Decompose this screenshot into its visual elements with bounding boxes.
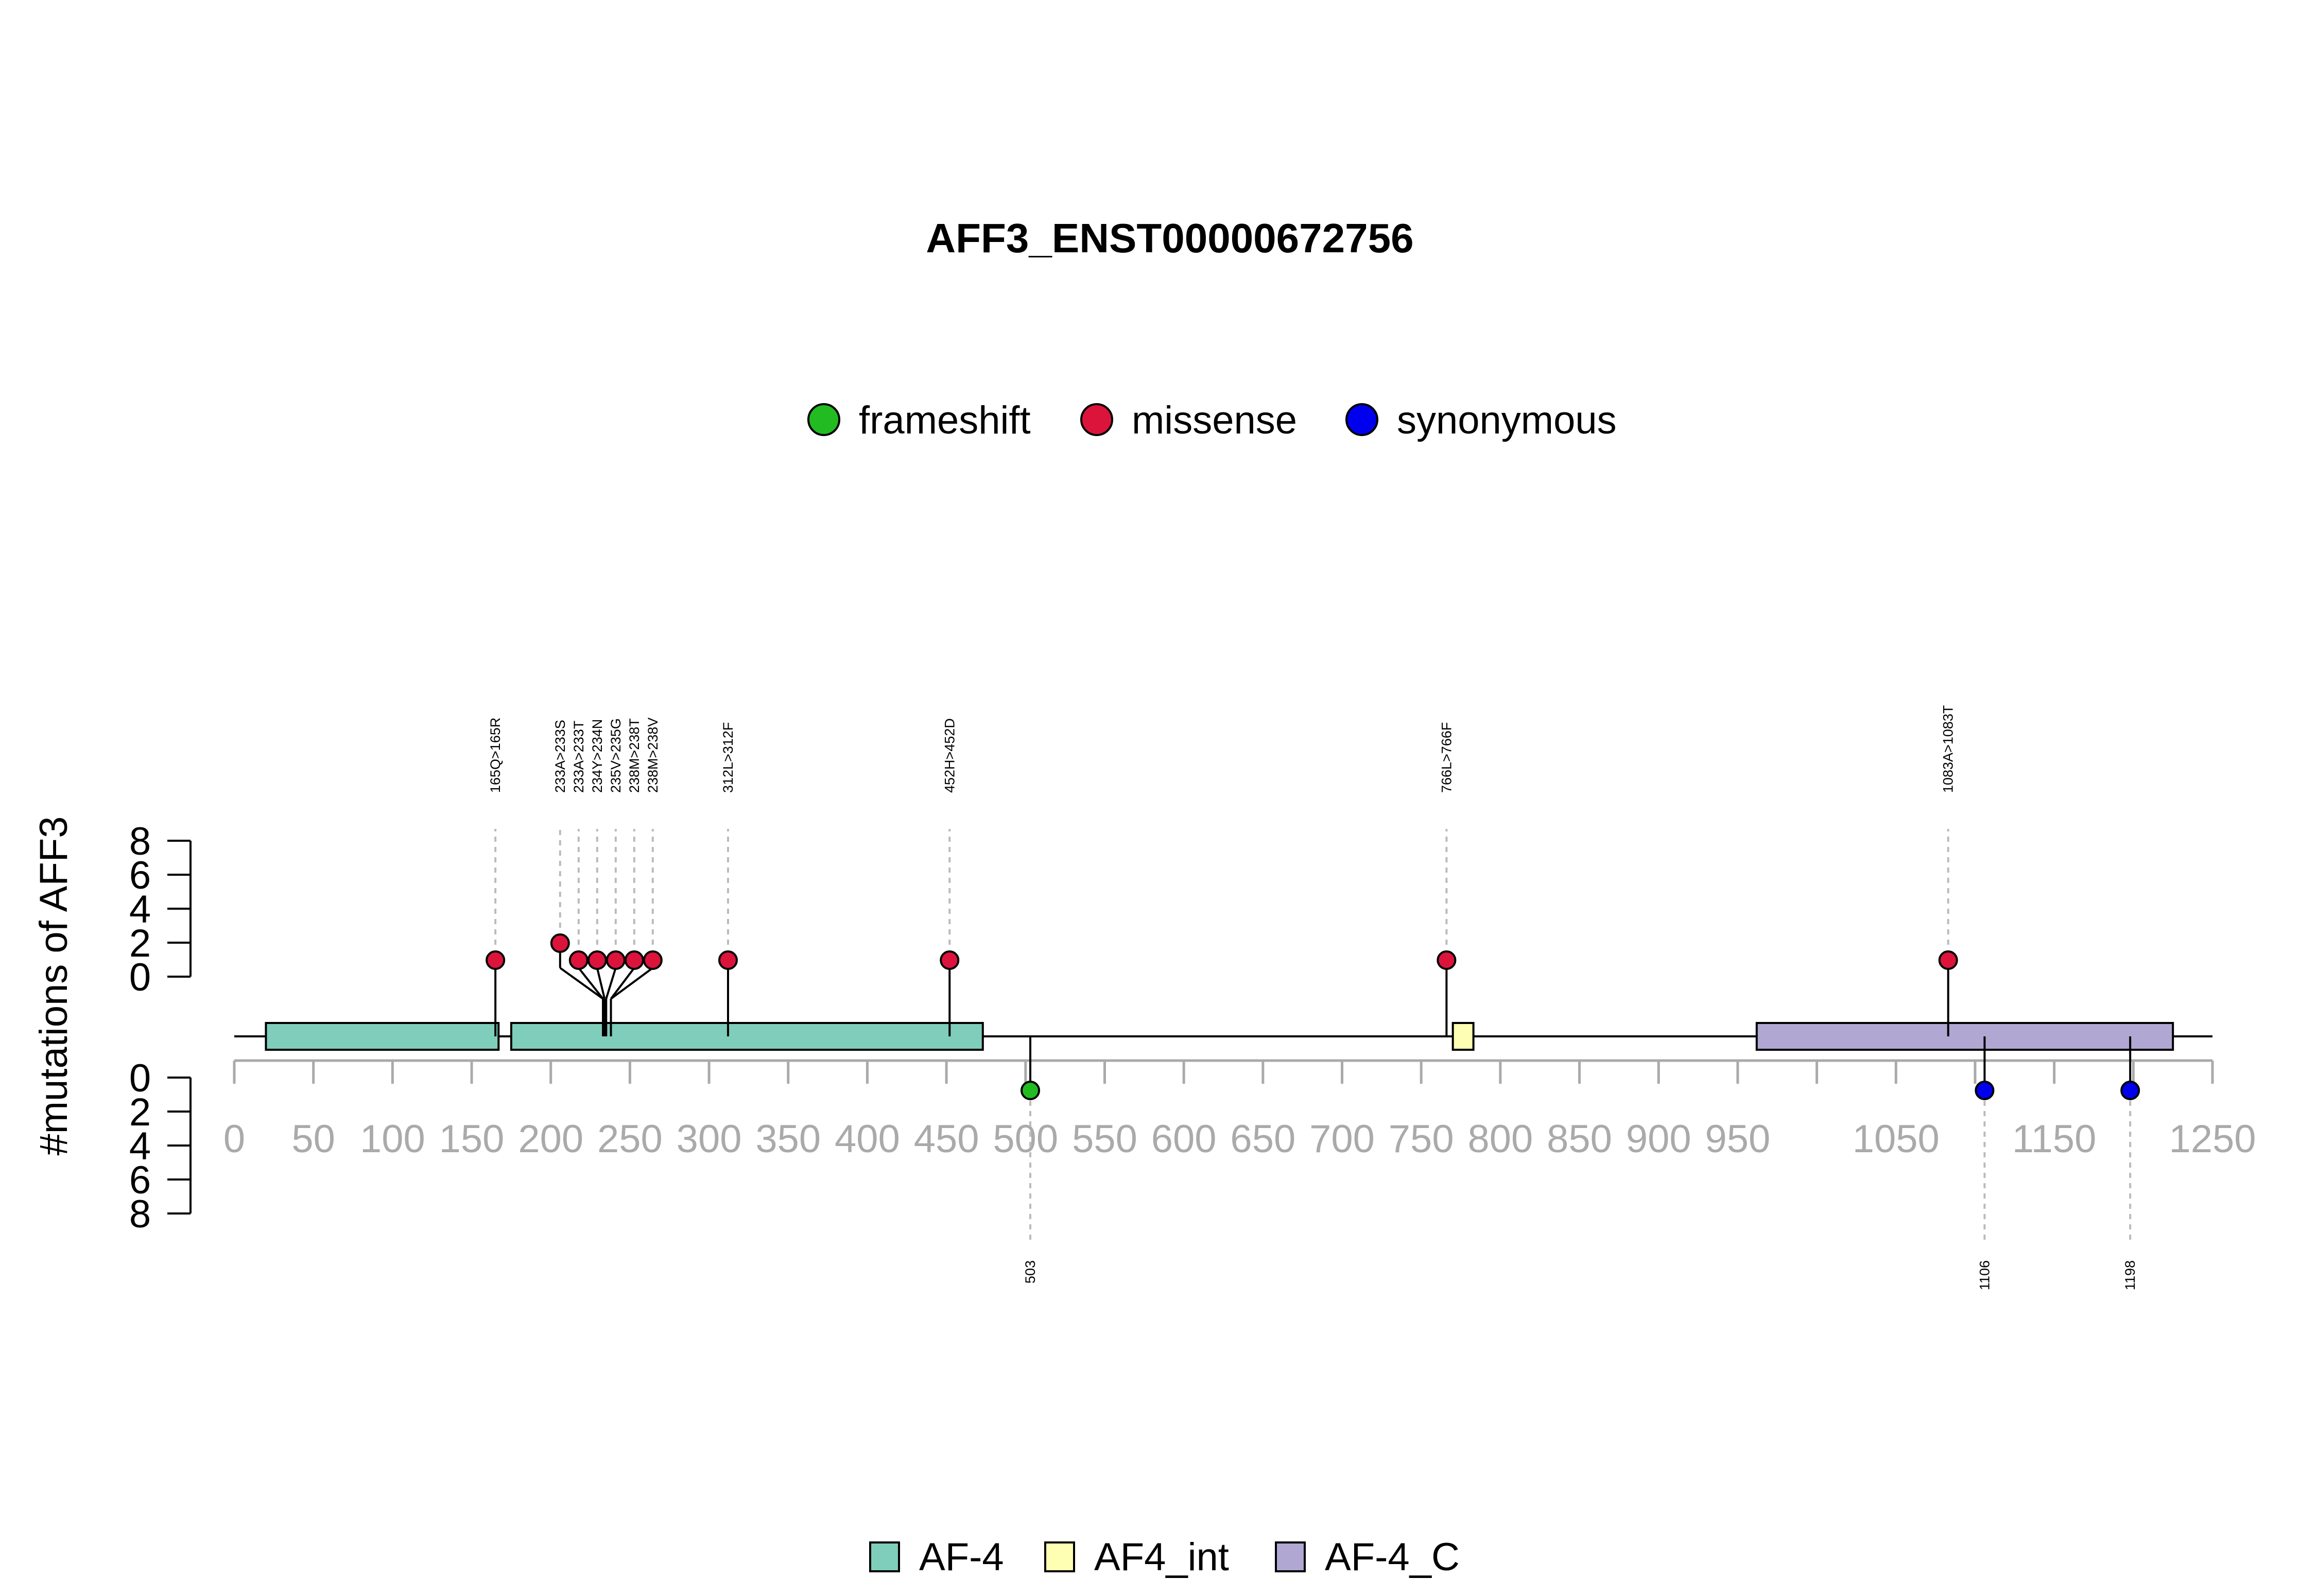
x-tick-label: 100 [360,1117,425,1161]
chart-title: AFF3_ENST00000672756 [926,215,1413,261]
x-tick-label: 550 [1072,1117,1137,1161]
lollipop-stem-fan [596,967,606,999]
mutation-label: 503 [1023,1260,1038,1283]
legend-marker-missense [1080,403,1113,436]
mutation-label: 766L>766F [1439,722,1454,793]
x-tick-label: 900 [1626,1117,1691,1161]
legend-swatch-AF-4 [869,1541,900,1572]
lollipop-head-missense [568,950,589,970]
y-tick-label-lower: 4 [129,1124,151,1168]
lollipop-head-missense [624,950,644,970]
lollipop-head-missense [606,950,626,970]
legend-swatch-AF-4_C [1275,1541,1306,1572]
x-tick-label: 150 [439,1117,505,1161]
x-tick-label: 450 [914,1117,979,1161]
x-tick-label: 850 [1547,1117,1612,1161]
mutation-label: 165Q>165R [488,718,503,793]
lollipop-head-synonymous [2120,1081,2140,1100]
y-tick-label-lower: 6 [129,1158,151,1202]
mutation-label: 452H>452D [942,718,957,793]
y-tick-label-lower: 8 [129,1192,151,1236]
legend-label-frameshift: frameshift [859,398,1031,442]
lower-lollipops: 503 1106 1198 [1021,1036,2140,1290]
lollipop-stem-fan [610,967,635,1000]
x-tick-label: 650 [1230,1117,1295,1161]
lollipop-head-missense [643,950,663,970]
y-tick-label-upper: 4 [129,888,151,931]
x-tick-label: 1250 [2169,1117,2256,1161]
mutation-label: 1106 [1977,1260,1992,1290]
mutation-label: 238M>238T [627,718,642,793]
lollipop-head-missense [486,950,506,970]
x-tick-label: 1050 [1853,1117,1940,1161]
y-tick-label-lower: 0 [129,1056,151,1100]
mutation-label: 235V>235G [608,718,624,793]
x-tick-label: 950 [1705,1117,1771,1161]
mutation-label: 233A>233T [571,721,586,793]
x-tick-label: 400 [835,1117,900,1161]
x-tick-label: 500 [993,1117,1058,1161]
mutation-label: 1083A>1083T [1941,705,1956,793]
lollipop-head-missense [587,950,607,970]
legend-label-AF-4: AF-4 [919,1535,1004,1579]
lollipop-head-missense [1437,950,1457,970]
domain-box-AF4_int [1451,1022,1475,1051]
x-tick-label: 200 [518,1117,583,1161]
x-tick-label: 350 [755,1117,821,1161]
domain-box-AF-4 [510,1022,984,1051]
mutation-label: 238M>238V [645,718,661,793]
x-tick-label: 700 [1309,1117,1375,1161]
lollipop-head-synonymous [1975,1081,1995,1100]
y-axis-label: #mutations of AFF3 [32,817,76,1156]
mutation-label: 1198 [2122,1260,2138,1290]
domain-box-AF-4 [265,1022,500,1051]
x-tick-label: 600 [1151,1117,1217,1161]
upper-lollipops: 165Q>165R 233A>233S 233A>233T 234Y>234N 235V… [486,705,1958,1036]
x-tick-label: 300 [677,1117,742,1161]
y-tick-label-lower: 2 [129,1090,151,1134]
legend-swatch-AF4_int [1044,1541,1075,1572]
legend-label-synonymous: synonymous [1397,398,1617,442]
legend-label-AF4_int: AF4_int [1094,1535,1229,1579]
x-tick-label: 50 [291,1117,335,1161]
x-tick-label: 750 [1389,1117,1454,1161]
legend-label-AF-4_C: AF-4_C [1325,1535,1460,1579]
x-tick-label: 800 [1467,1117,1533,1161]
x-axis: 0 50 100 150 200 250 300 350 400 450 500 550 600 650 7… [223,1059,2256,1161]
mutation-label: 233A>233S [552,720,568,793]
lollipop-stem-fan [610,967,653,1000]
mutation-label: 312L>312F [720,722,736,793]
lollipop-head-missense [940,950,960,970]
legend-label-missense: missense [1132,398,1297,442]
lollipop-head-frameshift [1021,1081,1041,1100]
mutation-label: 234Y>234N [590,719,605,793]
y-tick-label-upper: 2 [129,922,151,965]
lollipop-stem-fan [578,967,604,1000]
mutation-legend: frameshift missense synonymous [807,398,1617,442]
lollipop-stem-fan [559,967,604,1000]
x-tick-label: 1150 [2012,1117,2096,1161]
lollipop-head-missense [1938,950,1958,970]
legend-marker-frameshift [807,403,840,436]
y-tick-label-upper: 0 [129,956,151,999]
domain-legend: AF-4 AF4_int AF-4_C [869,1535,1460,1579]
y-tick-label-upper: 6 [129,854,151,897]
lollipop-head-missense [718,950,738,970]
domain-box-AF-4_C [1755,1022,2174,1051]
x-tick-label: 250 [597,1117,663,1161]
lollipop-head-missense [550,933,570,953]
y-tick-label-upper: 8 [129,820,151,863]
lollipop-stem-fan [605,967,617,999]
x-tick-label: 0 [223,1117,245,1161]
legend-marker-synonymous [1345,403,1378,436]
domain-boxes [265,1022,2174,1051]
